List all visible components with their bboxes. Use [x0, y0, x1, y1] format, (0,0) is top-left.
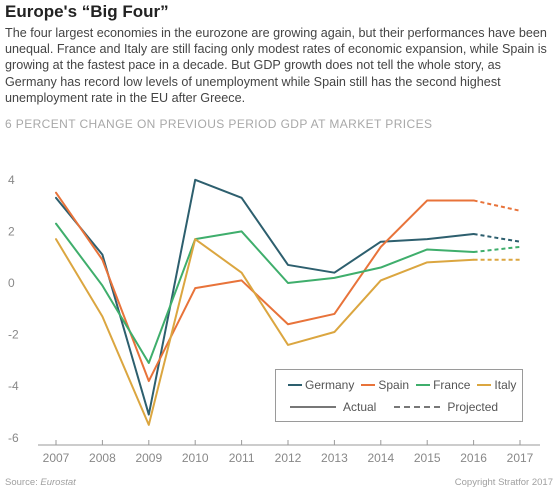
- x-tick-label: 2010: [182, 451, 209, 465]
- series-line-france-projected: [473, 245, 521, 254]
- x-tick-label: 2017: [507, 451, 534, 465]
- legend-label-actual: Actual: [343, 400, 377, 414]
- series-line-spain-actual: [55, 191, 475, 383]
- x-tick-label: 2015: [414, 451, 441, 465]
- x-tick-label: 2012: [275, 451, 302, 465]
- legend-series-row: Germany Spain France Italy: [288, 378, 523, 392]
- y-tick-label: -2: [8, 328, 19, 342]
- series-line-spain-projected: [473, 199, 521, 212]
- legend-swatch-projected: [394, 406, 441, 408]
- chart-heading: Europe's “Big Four”: [5, 2, 169, 21]
- series-line-italy-actual: [55, 238, 475, 426]
- series-line-france-actual: [55, 222, 475, 364]
- x-tick-label: 2009: [135, 451, 162, 465]
- legend-item-actual: Actual: [290, 400, 376, 414]
- chart-description: The four largest economies in the eurozo…: [5, 26, 547, 105]
- legend-swatch-spain: [361, 384, 376, 386]
- legend-label-spain: Spain: [378, 378, 410, 392]
- source-name: Eurostat: [40, 477, 76, 488]
- y-tick-labels: -6 -4 -2 0 2 4: [8, 173, 19, 445]
- legend-label-italy: Italy: [494, 378, 517, 392]
- legend-item-projected: Projected: [394, 400, 498, 414]
- series-line-germany-actual: [55, 178, 475, 416]
- legend-swatch-germany: [288, 384, 302, 386]
- legend-label-germany: Germany: [305, 378, 355, 392]
- copyright-note: Copyright Stratfor 2017: [454, 477, 553, 488]
- x-tick-label: 2008: [89, 451, 116, 465]
- y-tick-label: 0: [8, 276, 15, 290]
- y-tick-label: 4: [8, 173, 15, 187]
- x-axis: [38, 440, 540, 446]
- legend-swatch-italy: [477, 384, 492, 386]
- x-tick-label: 2007: [43, 451, 70, 465]
- legend-item-germany: Germany: [288, 378, 354, 392]
- series-lines: [55, 178, 521, 426]
- series-line-germany-projected: [473, 232, 521, 243]
- x-tick-label: 2016: [460, 451, 487, 465]
- legend-item-france: France: [416, 378, 470, 392]
- y-axis-title: 6 PERCENT CHANGE ON PREVIOUS PERIOD GDP …: [5, 117, 433, 131]
- source-label: Source:: [5, 477, 38, 488]
- legend-label-france: France: [433, 378, 471, 392]
- legend-label-projected: Projected: [447, 400, 499, 414]
- legend-swatch-actual: [290, 406, 336, 408]
- legend-style-row: Actual Projected: [290, 400, 516, 414]
- x-tick-label: 2011: [229, 451, 255, 465]
- chart-legend: Germany Spain France Italy Actual Projec…: [275, 369, 523, 422]
- y-tick-label: -6: [8, 431, 19, 445]
- x-tick-label: 2014: [367, 451, 394, 465]
- legend-item-italy: Italy: [477, 378, 516, 392]
- x-tick-label: 2013: [321, 451, 348, 465]
- legend-swatch-france: [416, 384, 431, 386]
- x-tick-labels: 2007 2008 2009 2010 2011 2012 2013 2014 2015 2016…: [43, 451, 534, 465]
- y-tick-label: 2: [8, 224, 15, 238]
- legend-item-spain: Spain: [361, 378, 409, 392]
- y-tick-label: -4: [8, 379, 19, 393]
- source-note: Source: Eurostat: [5, 477, 76, 488]
